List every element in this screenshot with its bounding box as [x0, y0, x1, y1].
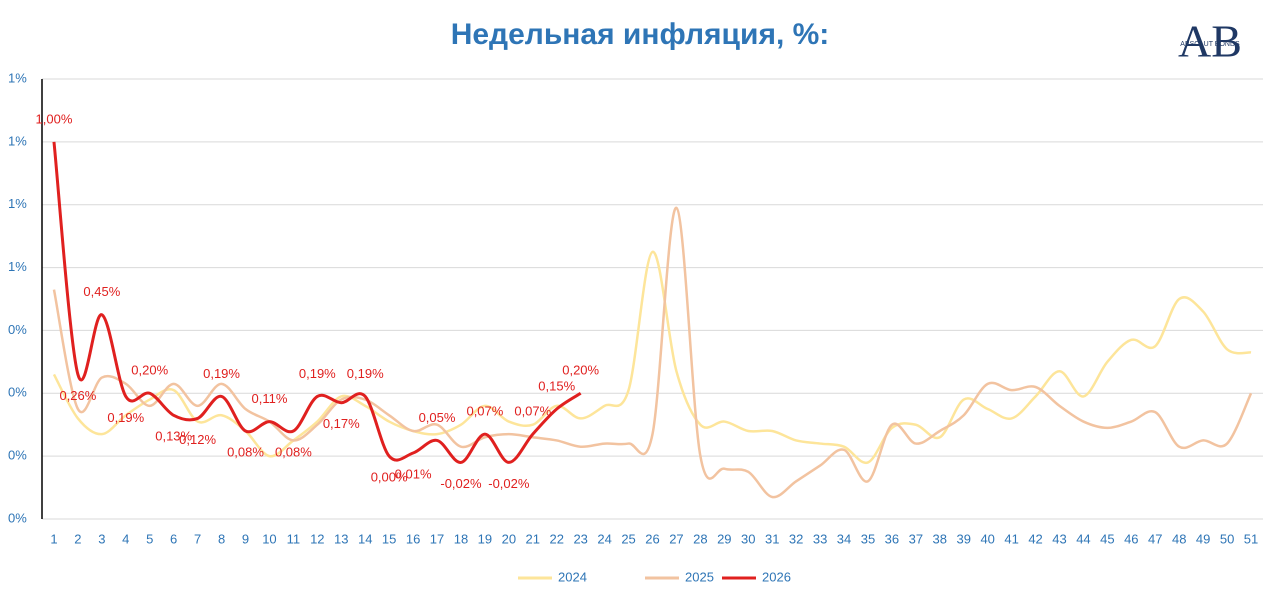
x-tick-label: 20 — [502, 531, 516, 546]
data-label: 0,17% — [323, 416, 360, 431]
legend-label: 2026 — [762, 569, 791, 584]
y-tick-label: 0% — [8, 448, 27, 463]
x-tick-label: 32 — [789, 531, 803, 546]
x-tick-label: 8 — [218, 531, 225, 546]
series-line — [52, 206, 1253, 499]
x-tick-label: 51 — [1244, 531, 1258, 546]
x-tick-label: 47 — [1148, 531, 1162, 546]
x-tick-label: 34 — [837, 531, 851, 546]
data-label: 0,12% — [179, 432, 216, 447]
data-label: 0,08% — [227, 444, 264, 459]
x-tick-label: 22 — [550, 531, 564, 546]
data-label: 0,05% — [419, 410, 456, 425]
x-tick-label: 25 — [621, 531, 635, 546]
x-tick-label: 23 — [573, 531, 587, 546]
legend-label: 2024 — [558, 569, 587, 584]
y-tick-label: 1% — [8, 259, 27, 274]
y-tick-label: 1% — [8, 133, 27, 148]
data-label: 0,26% — [59, 388, 96, 403]
x-tick-label: 14 — [358, 531, 372, 546]
x-tick-label: 46 — [1124, 531, 1138, 546]
series-line — [52, 250, 1252, 465]
x-tick-label: 41 — [1004, 531, 1018, 546]
x-tick-label: 42 — [1028, 531, 1042, 546]
data-label: 0,19% — [107, 410, 144, 425]
y-tick-label: 0% — [8, 322, 27, 337]
data-label: 0,19% — [347, 366, 384, 381]
data-label: 0,20% — [562, 363, 599, 378]
y-tick-label: 1% — [8, 70, 27, 85]
data-label: 0,13% — [155, 429, 192, 444]
x-tick-label: 18 — [454, 531, 468, 546]
x-tick-label: 39 — [957, 531, 971, 546]
x-tick-label: 6 — [170, 531, 177, 546]
data-label: 0,19% — [299, 366, 336, 381]
x-tick-label: 50 — [1220, 531, 1234, 546]
x-tick-label: 3 — [98, 531, 105, 546]
x-tick-label: 43 — [1052, 531, 1066, 546]
x-tick-label: 26 — [645, 531, 659, 546]
x-tick-label: 33 — [813, 531, 827, 546]
x-tick-label: 21 — [526, 531, 540, 546]
x-tick-label: 11 — [287, 531, 301, 546]
x-tick-label: 15 — [382, 531, 396, 546]
legend-label: 2025 — [685, 569, 714, 584]
data-label: -0,02% — [440, 476, 482, 491]
chart-title: Недельная инфляция, %: — [451, 18, 830, 51]
x-tick-label: 28 — [693, 531, 707, 546]
data-label: 0,01% — [395, 466, 432, 481]
logo-text: ABSOLUT BONDS — [1180, 41, 1240, 48]
y-tick-label: 0% — [8, 510, 27, 525]
x-tick-label: 19 — [478, 531, 492, 546]
x-tick-label: 48 — [1172, 531, 1186, 546]
x-tick-label: 30 — [741, 531, 755, 546]
data-label: -0,02% — [488, 476, 530, 491]
x-tick-label: 1 — [50, 531, 57, 546]
x-tick-label: 10 — [262, 531, 276, 546]
data-label: 0,07% — [466, 404, 503, 419]
x-tick-label: 36 — [885, 531, 899, 546]
x-tick-label: 31 — [765, 531, 779, 546]
x-tick-label: 29 — [717, 531, 731, 546]
series-line — [52, 141, 582, 464]
x-tick-label: 13 — [334, 531, 348, 546]
x-tick-label: 16 — [406, 531, 420, 546]
x-tick-label: 40 — [980, 531, 994, 546]
x-tick-label: 9 — [242, 531, 249, 546]
data-label: 0,45% — [83, 284, 120, 299]
logo-mark: AB — [1178, 16, 1242, 67]
data-label: 1,00% — [36, 111, 73, 126]
x-tick-label: 35 — [861, 531, 875, 546]
x-tick-label: 17 — [430, 531, 444, 546]
y-tick-label: 0% — [8, 385, 27, 400]
y-tick-label: 1% — [8, 196, 27, 211]
x-tick-label: 44 — [1076, 531, 1090, 546]
data-label: 0,19% — [203, 366, 240, 381]
x-tick-label: 2 — [74, 531, 81, 546]
x-tick-label: 27 — [669, 531, 683, 546]
data-label: 0,15% — [538, 378, 575, 393]
x-tick-label: 37 — [909, 531, 923, 546]
x-tick-label: 7 — [194, 531, 201, 546]
data-label: 0,07% — [514, 404, 551, 419]
x-tick-label: 5 — [146, 531, 153, 546]
x-tick-label: 49 — [1196, 531, 1210, 546]
x-tick-label: 24 — [597, 531, 611, 546]
x-tick-label: 4 — [122, 531, 129, 546]
x-tick-label: 38 — [933, 531, 947, 546]
data-label: 0,20% — [131, 363, 168, 378]
data-label: 0,00% — [371, 470, 408, 485]
data-label: 0,11% — [251, 391, 287, 406]
x-tick-label: 12 — [310, 531, 324, 546]
data-label: 0,08% — [275, 444, 312, 459]
x-tick-label: 45 — [1100, 531, 1114, 546]
